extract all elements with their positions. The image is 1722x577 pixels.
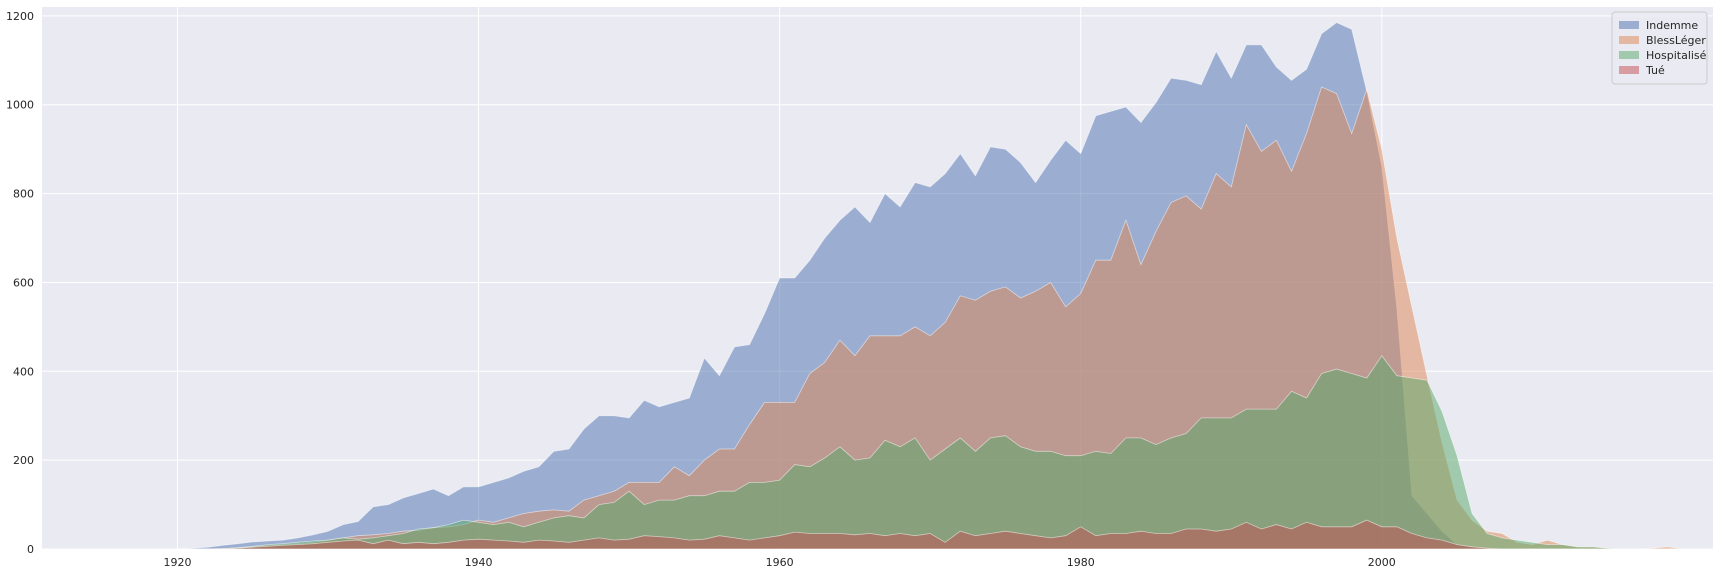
y-axis-ticks: 0 200 400 600 800 1000 1200 (6, 10, 34, 556)
y-tick-label: 400 (13, 365, 34, 378)
legend-swatch (1619, 66, 1639, 74)
x-axis-ticks: 1920 1940 1960 1980 2000 (163, 556, 1395, 569)
legend-swatch (1619, 51, 1639, 59)
y-tick-label: 1200 (6, 10, 34, 23)
legend-label: Hospitalisé (1646, 49, 1707, 62)
area-series-hospitalise (117, 355, 1698, 550)
x-tick-label: 2000 (1368, 556, 1396, 569)
legend-label: Tué (1645, 64, 1665, 77)
series-areas (117, 22, 1698, 550)
legend-swatch (1619, 21, 1639, 29)
x-tick-label: 1920 (163, 556, 191, 569)
y-tick-label: 600 (13, 276, 34, 289)
x-tick-label: 1940 (465, 556, 493, 569)
y-tick-label: 200 (13, 454, 34, 467)
y-tick-label: 1000 (6, 99, 34, 112)
legend-label: BlessLéger (1646, 34, 1706, 47)
area-series-tue (117, 519, 1698, 550)
legend: Indemme BlessLéger Hospitalisé Tué (1611, 11, 1708, 85)
x-tick-label: 1980 (1067, 556, 1095, 569)
x-tick-label: 1960 (766, 556, 794, 569)
y-tick-label: 0 (27, 543, 34, 556)
y-tick-label: 800 (13, 188, 34, 201)
legend-label: Indemme (1646, 19, 1698, 32)
legend-swatch (1619, 36, 1639, 44)
